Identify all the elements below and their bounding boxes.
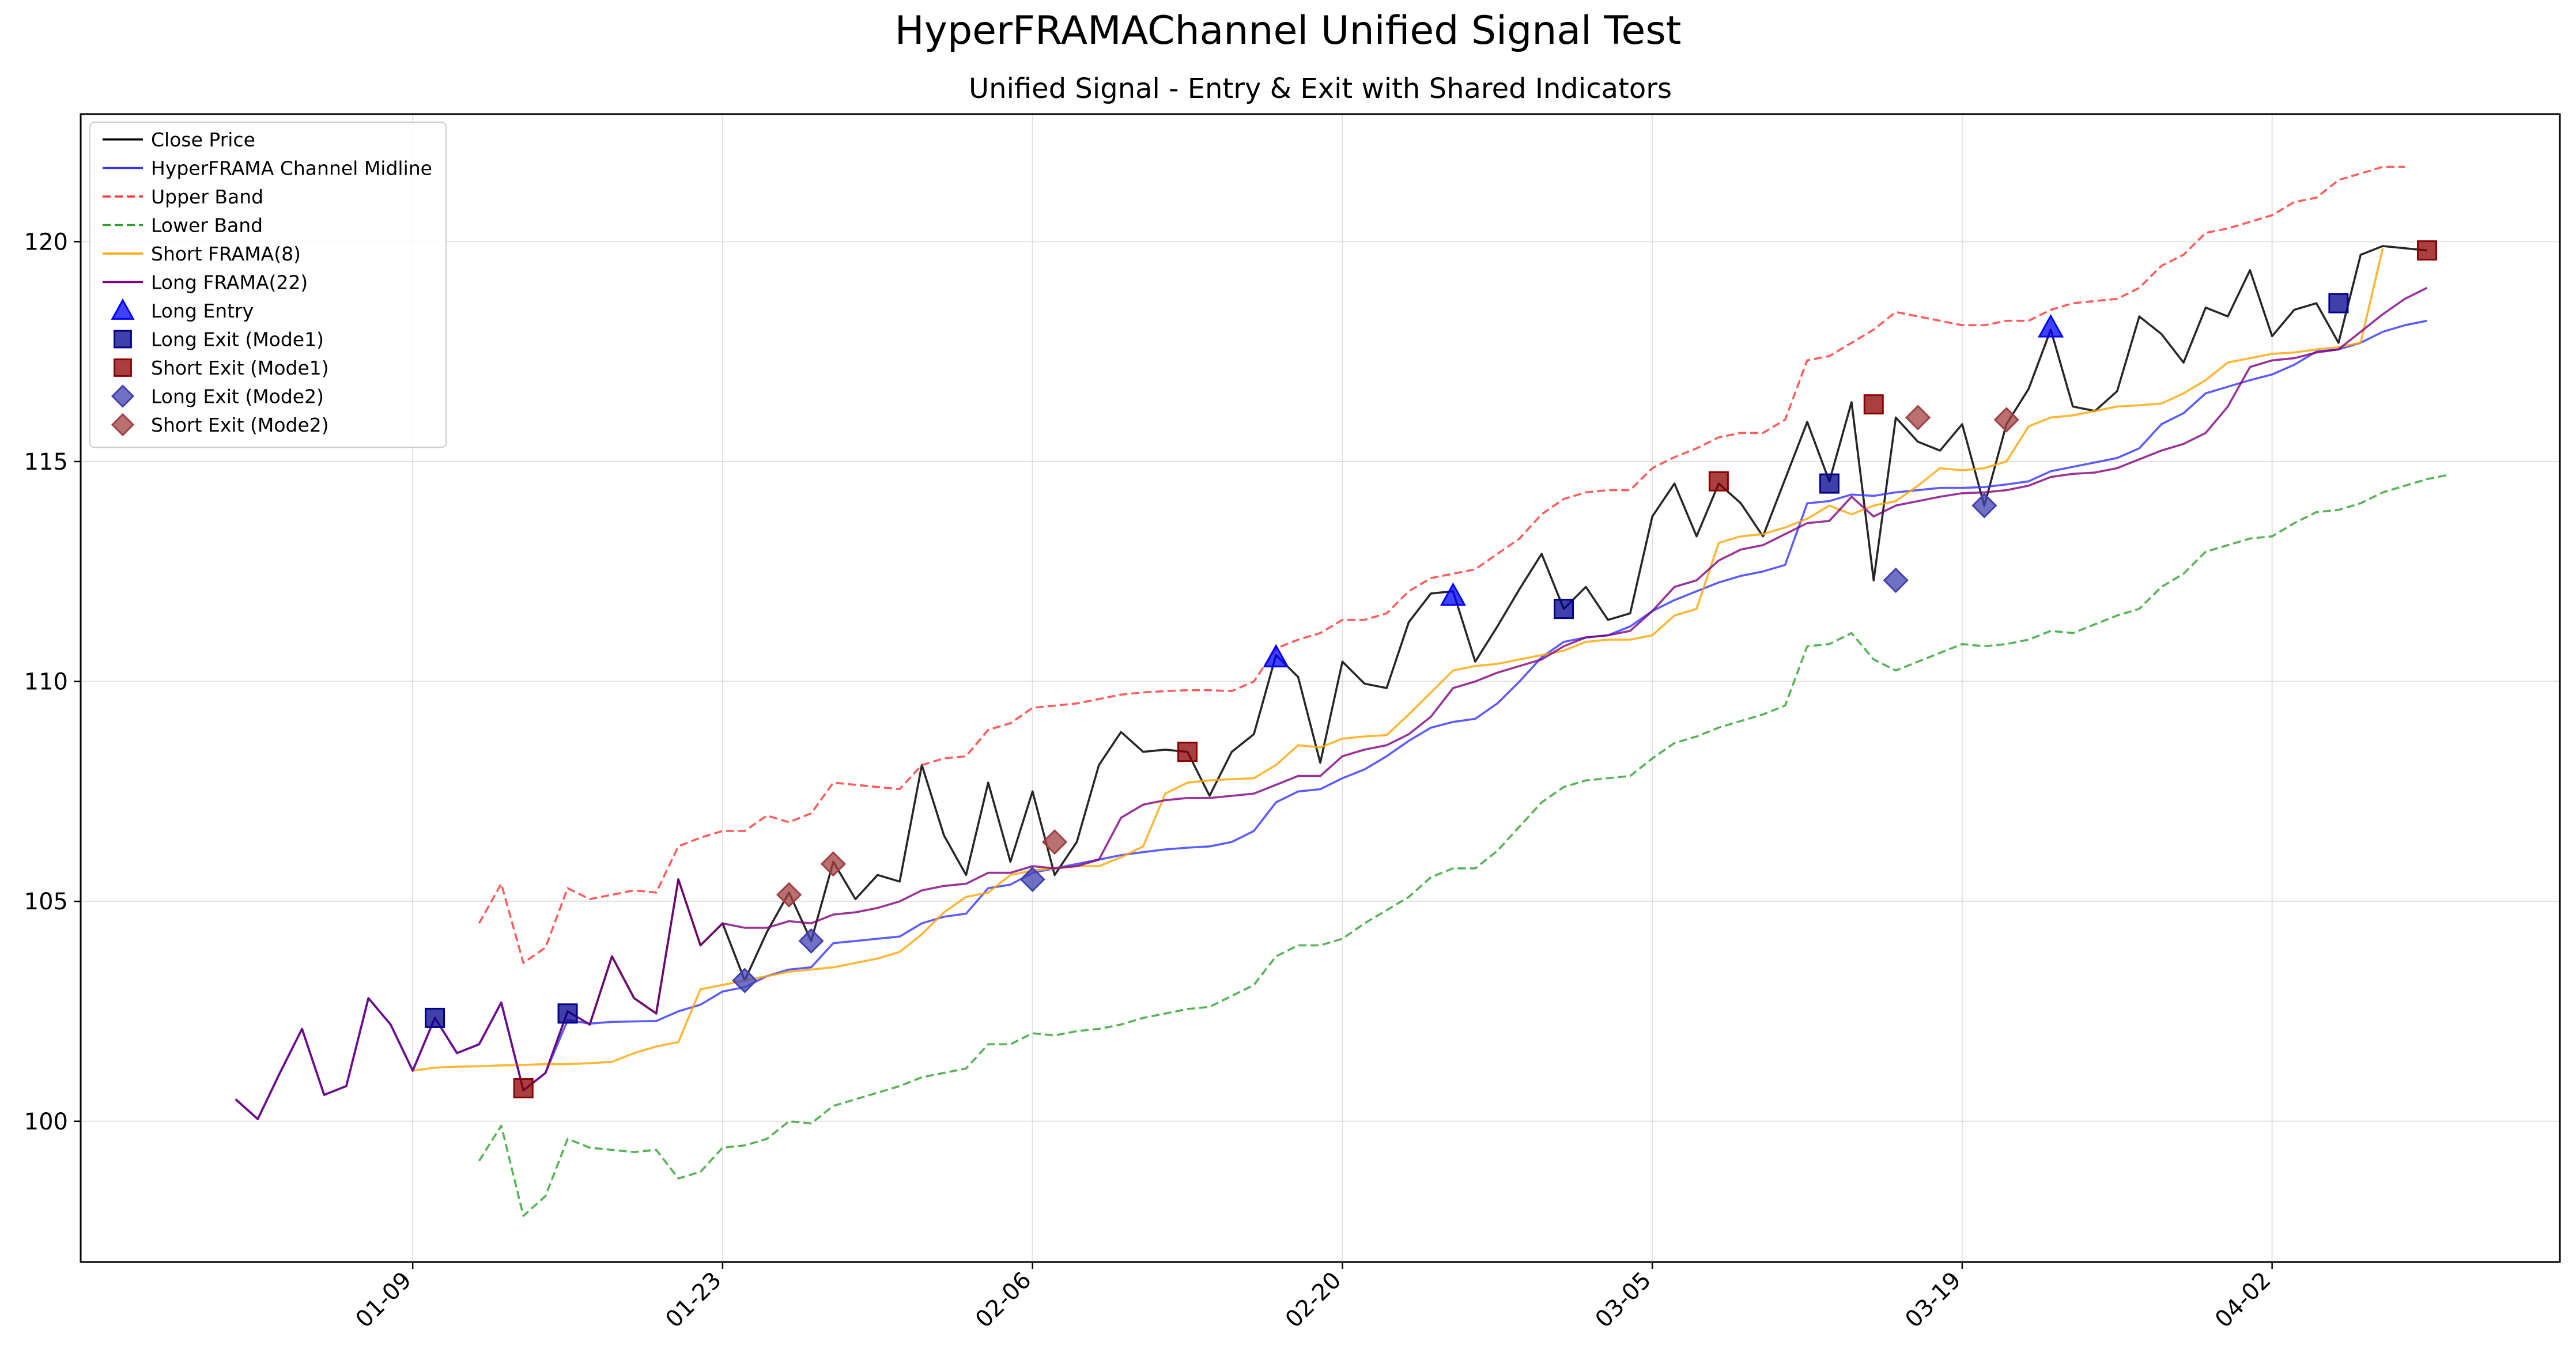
series-line-short-frama-8 <box>412 248 2384 1072</box>
x-tick-label: 02-20 <box>1281 1267 1347 1333</box>
marker-long-exit-mode1 <box>557 1003 578 1024</box>
x-tick-label: 03-05 <box>1591 1267 1657 1333</box>
x-tick-label: 03-19 <box>1900 1267 1966 1333</box>
series-line-close-price <box>235 245 2427 1120</box>
marker-short-exit-mode2 <box>776 882 802 908</box>
series-line-hyperframa-channel-midline <box>235 319 2427 1120</box>
legend-label: HyperFRAMA Channel Midline <box>151 157 432 180</box>
legend-swatch <box>114 330 132 349</box>
signal-markers <box>425 240 2438 1099</box>
chart-title: Unified Signal - Entry & Exit with Share… <box>969 73 1672 105</box>
legend-swatch <box>111 413 135 437</box>
marker-short-exit-mode2 <box>820 851 847 877</box>
grid-lines <box>81 114 2560 1262</box>
legend-swatch <box>111 384 135 408</box>
legend-label: Short Exit (Mode1) <box>151 357 329 379</box>
marker-long-exit-mode2 <box>1019 866 1045 893</box>
legend-label: Long FRAMA(22) <box>151 271 308 294</box>
marker-short-exit-mode1 <box>1863 394 1884 415</box>
marker-long-exit-mode2 <box>732 968 758 993</box>
legend-label: Close Price <box>151 129 255 151</box>
x-tick-label: 01-09 <box>351 1267 417 1333</box>
marker-short-exit-mode2 <box>1905 405 1931 430</box>
y-tick-label: 110 <box>24 669 68 696</box>
marker-short-exit-mode2 <box>1041 829 1068 855</box>
marker-long-exit-mode1 <box>425 1007 445 1028</box>
marker-long-exit-mode1 <box>1819 473 1840 494</box>
legend: Close Price HyperFRAMA Channel Midline Upp… <box>89 122 447 448</box>
marker-short-exit-mode1 <box>513 1078 534 1099</box>
legend-box <box>89 122 447 448</box>
series-line-long-frama-22 <box>235 286 2428 1120</box>
figure-suptitle: HyperFRAMAChannel Unified Signal Test <box>894 8 1682 54</box>
y-tick-label: 115 <box>24 449 68 475</box>
series-line-upper-band <box>478 165 2405 964</box>
legend-swatch <box>114 358 132 377</box>
legend-label: Lower Band <box>151 214 263 237</box>
marker-long-exit-mode2 <box>1971 493 1997 519</box>
y-tick-label: 120 <box>24 229 68 255</box>
legend-label: Long Entry <box>151 300 254 322</box>
legend-label: Short Exit (Mode2) <box>151 414 329 436</box>
marker-short-exit-mode1 <box>2417 240 2438 261</box>
legend-label: Long Exit (Mode2) <box>151 386 324 408</box>
legend-swatch <box>111 298 135 320</box>
y-tick-label: 105 <box>24 889 68 915</box>
x-tick-label: 02-06 <box>970 1267 1037 1333</box>
plot-frame <box>80 113 2561 1263</box>
marker-long-exit-mode2 <box>798 928 824 954</box>
marker-long-entry <box>2038 314 2064 338</box>
legend-label: Short FRAMA(8) <box>151 243 301 265</box>
marker-long-exit-mode1 <box>1554 599 1574 619</box>
series-line-lower-band <box>478 474 2450 1217</box>
x-tick-label: 01-23 <box>660 1267 727 1333</box>
legend-label: Upper Band <box>151 186 263 208</box>
marker-short-exit-mode2 <box>1993 407 2019 433</box>
marker-long-exit-mode1 <box>2328 293 2349 313</box>
legend-label: Long Exit (Mode1) <box>151 328 324 351</box>
marker-long-exit-mode2 <box>1883 567 1909 594</box>
y-tick-label: 100 <box>24 1109 68 1135</box>
x-tick-label: 04-02 <box>2210 1267 2276 1333</box>
marker-short-exit-mode1 <box>1177 742 1198 762</box>
marker-short-exit-mode1 <box>1708 471 1729 492</box>
marker-long-entry <box>1263 644 1289 668</box>
marker-long-entry <box>1440 582 1467 606</box>
